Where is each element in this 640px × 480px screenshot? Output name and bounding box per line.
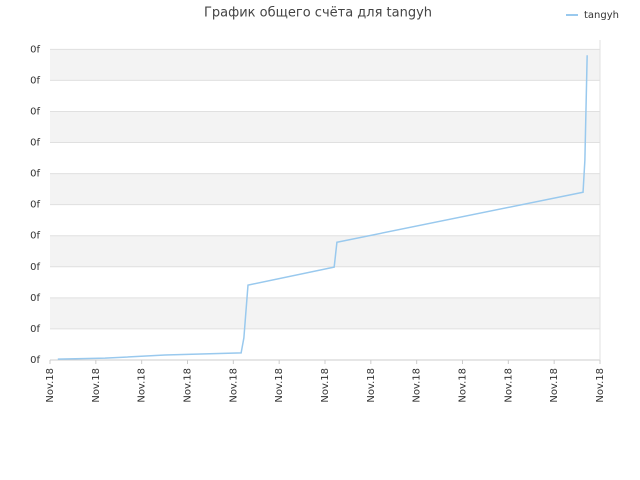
x-tick-label: Nov.18 [412, 368, 423, 403]
y-tick-label: 0f [30, 75, 40, 86]
x-tick-label: Nov.18 [503, 368, 514, 403]
band [50, 266, 600, 298]
x-tick-label: Nov.18 [137, 368, 148, 403]
x-tick-label: Nov.18 [366, 368, 377, 403]
band [50, 80, 600, 112]
y-tick-label: 0f [30, 324, 40, 335]
x-tick-label: Nov.18 [320, 368, 331, 403]
x-tick-label: Nov.18 [183, 368, 194, 403]
y-tick-label: 0f [30, 169, 40, 180]
y-tick-label: 0f [30, 293, 40, 304]
x-tick-label: Nov.18 [549, 368, 560, 403]
x-tick-label: Nov.18 [458, 368, 469, 403]
x-tick-label: Nov.18 [228, 368, 239, 403]
band [50, 328, 600, 360]
y-tick-label: 0f [30, 262, 40, 273]
line [57, 55, 588, 360]
band [50, 204, 600, 236]
x-tick-label: Nov.18 [45, 368, 56, 403]
y-tick-label: 0f [30, 138, 40, 149]
y-tick-label: 0f [30, 44, 40, 55]
y-tick-label: 0f [30, 355, 40, 366]
band [50, 40, 600, 50]
y-tick-label: 0f [30, 231, 40, 242]
x-tick-label: Nov.18 [91, 368, 102, 403]
y-tick-label: 0f [30, 200, 40, 211]
x-tick-label: Nov.18 [274, 368, 285, 403]
chart-title: График общего счёта для tangyh [204, 6, 432, 21]
x-tick-label: Nov.18 [595, 368, 606, 403]
legend-label: tangyh [584, 10, 619, 21]
y-tick-label: 0f [30, 106, 40, 117]
band [50, 142, 600, 174]
